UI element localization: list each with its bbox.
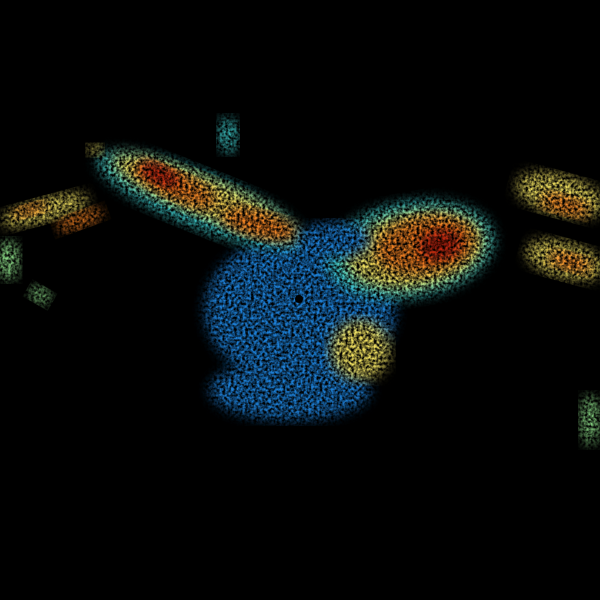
echo-nw-tail (221, 207, 299, 243)
echo-west-core (12, 202, 48, 218)
echo-west-band (1, 193, 89, 227)
echo-southeast-cells (330, 320, 390, 380)
echo-layer (0, 117, 600, 445)
echo-far-east-south-core (548, 251, 592, 273)
echo-east-max (418, 228, 462, 262)
echo-nw-small (87, 144, 103, 156)
echo-far-east-north-core (540, 193, 590, 217)
echo-nw-band-max (139, 162, 181, 188)
echo-west-small (28, 285, 52, 305)
echo-east-inflow (300, 222, 370, 258)
echo-west-cell (56, 208, 104, 232)
echo-west-edge (0, 240, 20, 280)
echo-south-scatter (210, 360, 370, 420)
radar-site-marker (295, 295, 303, 303)
echo-north-small (218, 117, 238, 153)
echo-far-east-edge (580, 395, 600, 445)
